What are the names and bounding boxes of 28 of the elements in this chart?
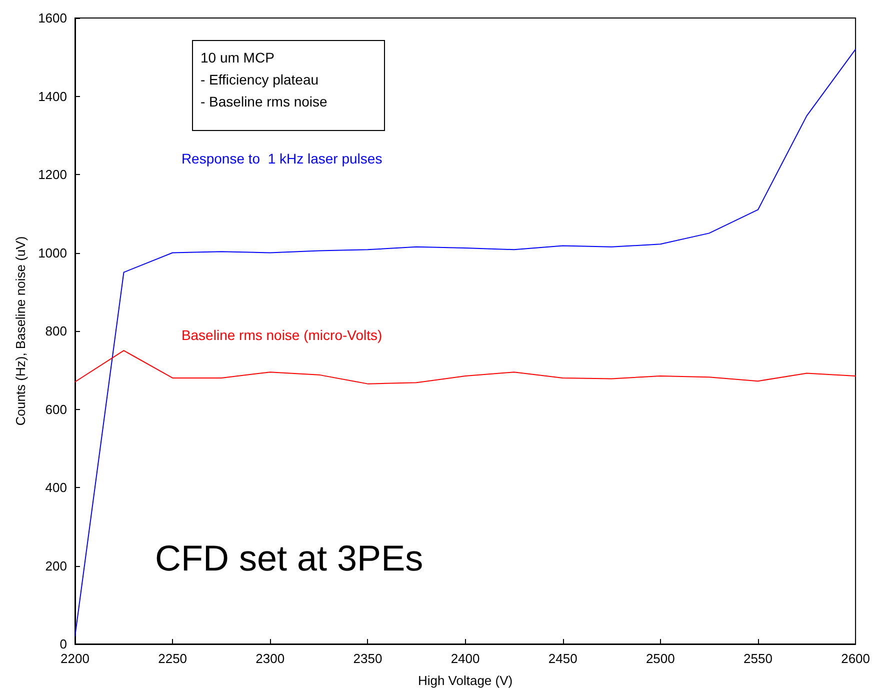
y-tick-label: 0 [60, 636, 67, 652]
text: Baseline rms noise (micro-Volts) [181, 326, 382, 343]
x-tick-label: 2250 [158, 651, 188, 666]
annotation: - Baseline rms noise [200, 94, 328, 110]
x-tick-label: 2500 [646, 651, 675, 666]
annotation: - Efficiency plateau [200, 72, 319, 88]
text: Response to 1 kHz laser pulses [181, 150, 382, 167]
y-axis-title: Counts (Hz), Baseline noise (uV) [13, 236, 28, 426]
line-series [74, 350, 856, 384]
y-tick-label: 1400 [38, 88, 67, 104]
y-tick-label: 1000 [38, 245, 67, 260]
y-tick-label: 400 [45, 480, 67, 495]
x-tick-label: 2350 [353, 651, 382, 666]
annotation: 10 um MCP [200, 50, 274, 66]
y-tick-label: 600 [45, 402, 67, 417]
y-tick-label: 1200 [38, 167, 67, 182]
y-tick-label: 800 [45, 324, 67, 338]
x-tick-label: 2400 [450, 651, 480, 666]
x-tick-label: 2300 [256, 651, 285, 666]
x-tick-label: 2200 [60, 651, 90, 666]
line-series [74, 48, 856, 637]
x-tick-label: 2450 [548, 651, 578, 666]
y-tick-label: 1600 [38, 10, 67, 26]
x-axis-title: High Voltage (V) [418, 673, 513, 688]
y-tick-label: 200 [45, 558, 67, 574]
annotation: CFD set at 3PEs [155, 538, 424, 578]
x-tick-label: 2600 [841, 651, 870, 666]
x-tick-label: 2550 [744, 651, 772, 666]
